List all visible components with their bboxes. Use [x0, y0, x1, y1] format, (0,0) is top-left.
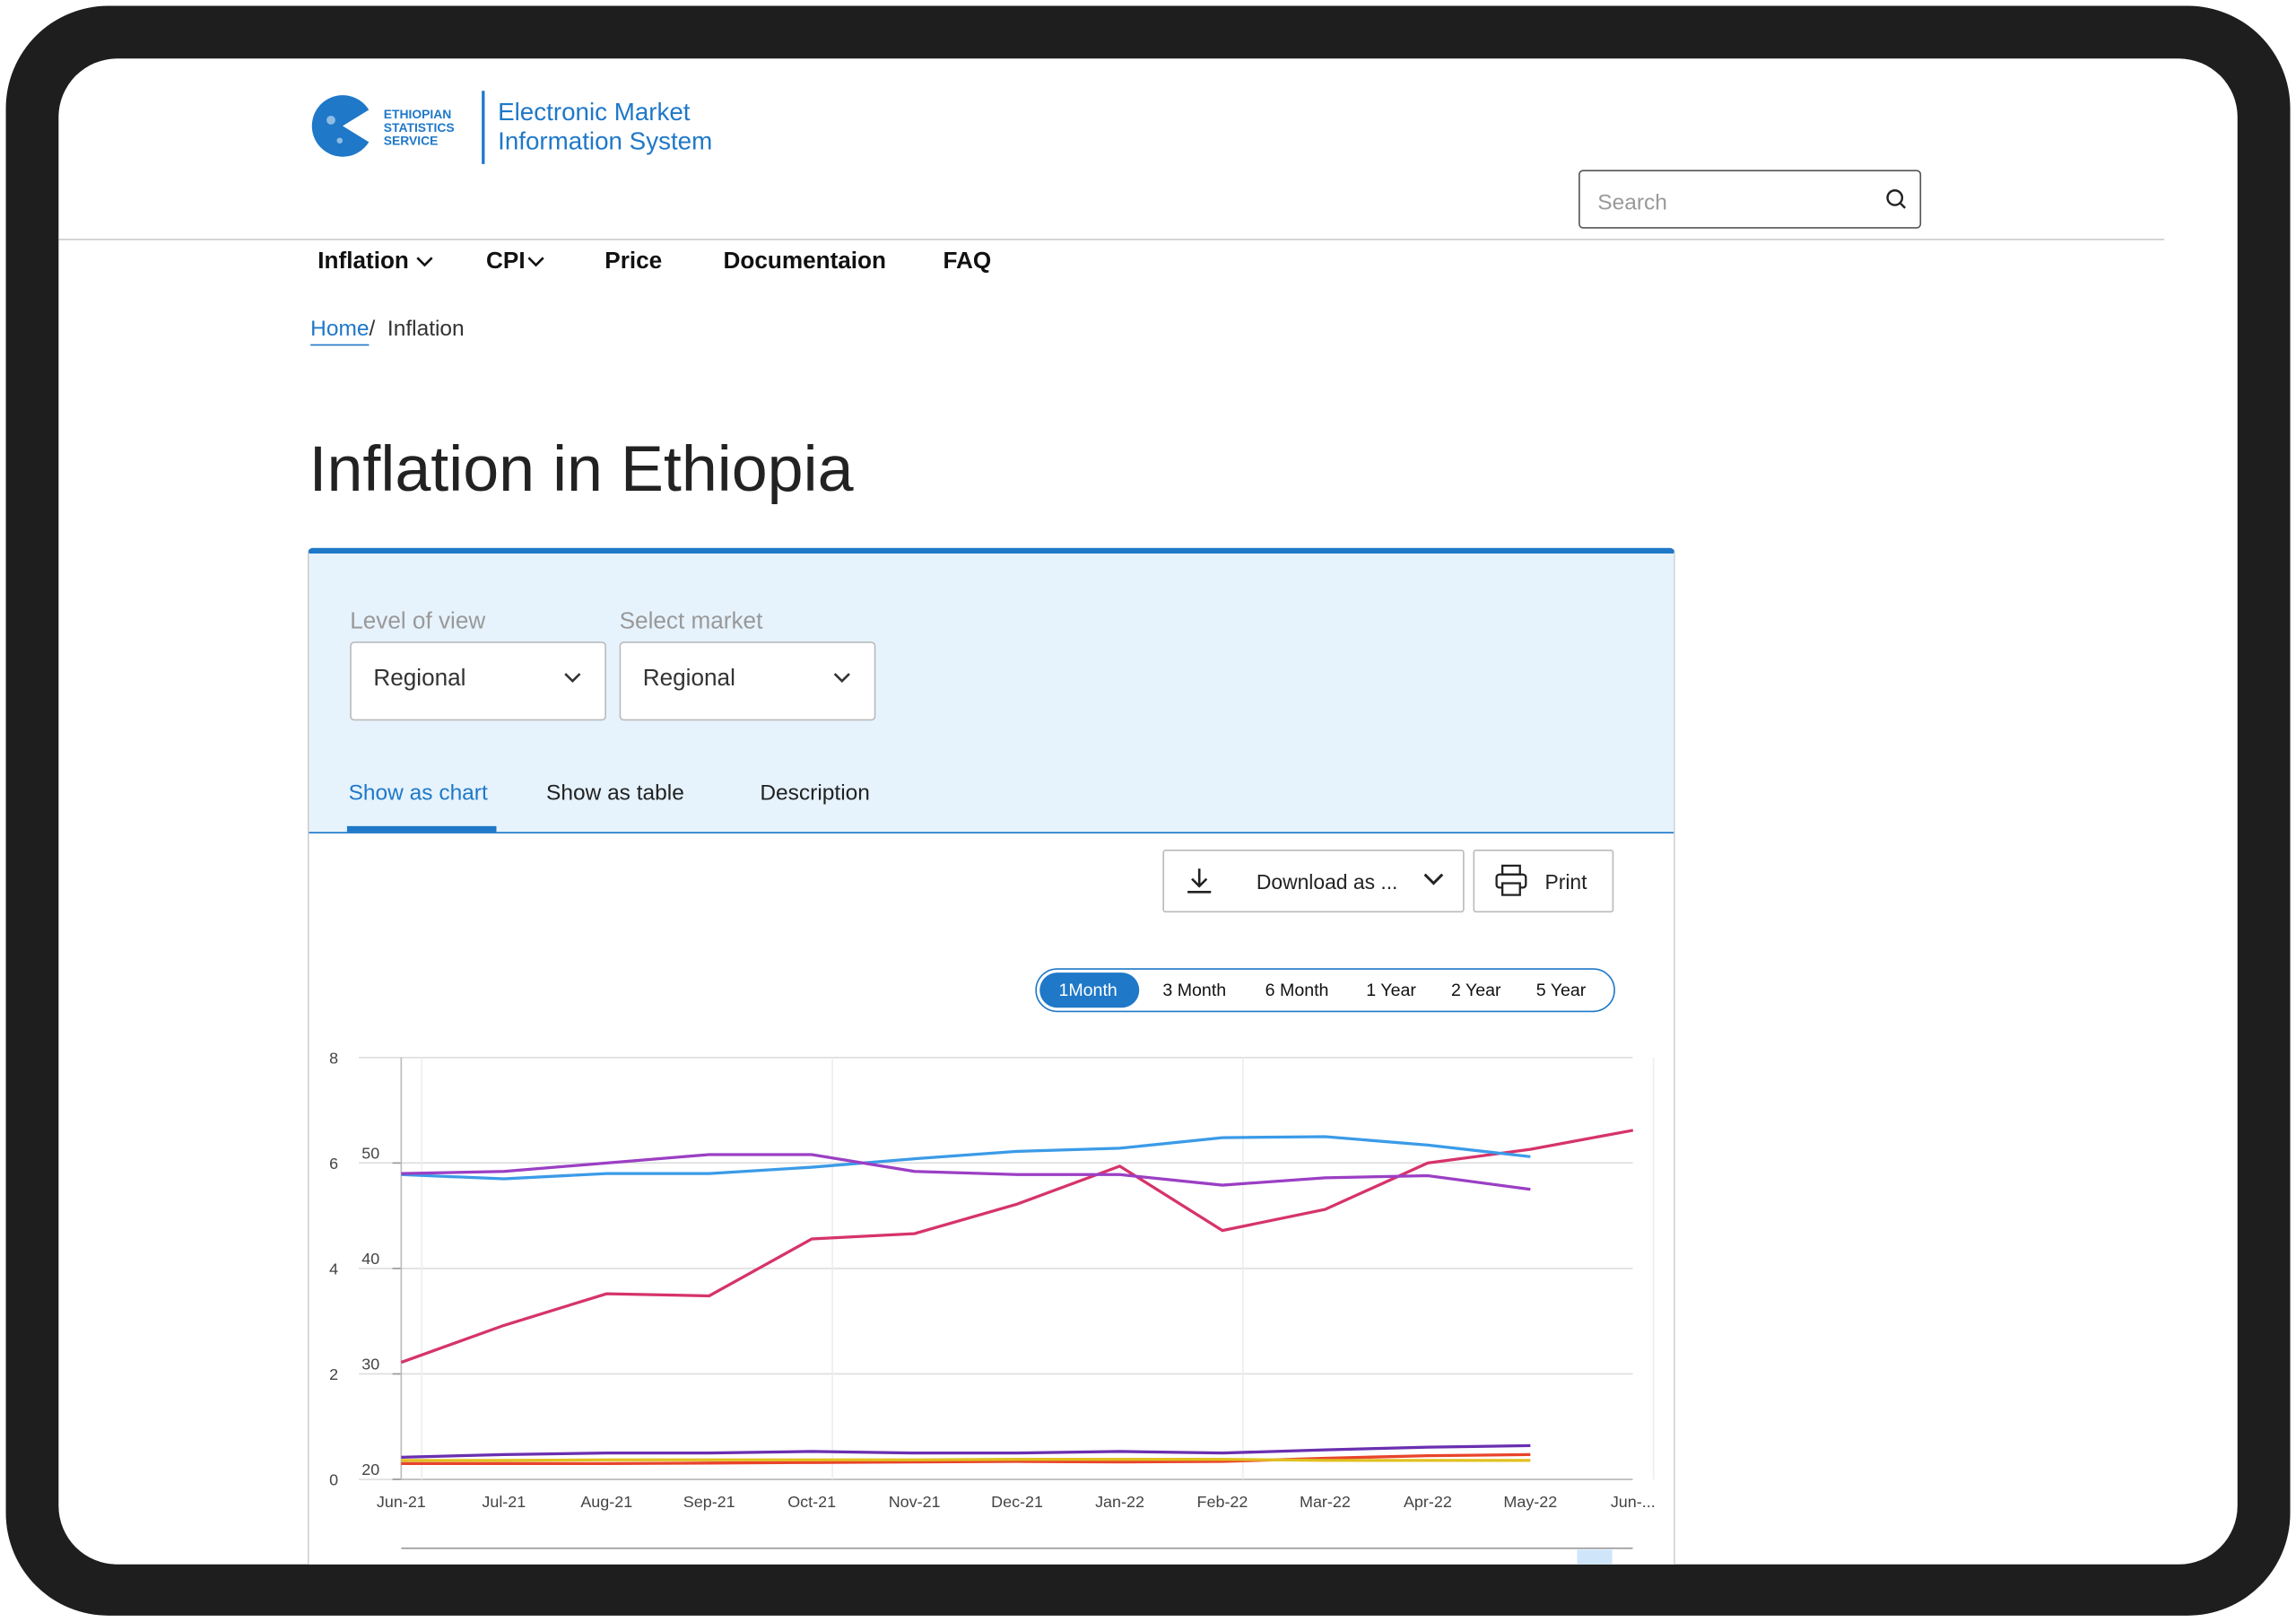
- site-title-line: Information System: [498, 127, 713, 156]
- series-line: [401, 1135, 1531, 1181]
- scrollbar-thumb: [1577, 1549, 1613, 1565]
- search-box[interactable]: Search: [1578, 170, 1922, 229]
- download-icon: [1187, 868, 1212, 894]
- chart: 0 2 4 6 8 20 30 40 50 Jun-21 Jul-21 Aug-21 Sep-21 Oct…: [329, 1049, 1656, 1565]
- tab-active[interactable]: Show as chart: [348, 780, 488, 806]
- tab-indicator: [346, 825, 497, 833]
- chart-card: Level of view Regional Select market Reg…: [307, 547, 1675, 1565]
- breadcrumb-current: Inflation: [387, 316, 465, 342]
- tab[interactable]: Description: [760, 780, 870, 806]
- y2-tick-label: 40: [361, 1250, 379, 1268]
- chevron: [564, 673, 581, 684]
- series-line: [400, 1129, 1634, 1365]
- range-active-bg: [1039, 972, 1140, 1008]
- x-tick-label: Nov-21: [889, 1493, 941, 1511]
- range-button[interactable]: 3 Month: [1162, 980, 1227, 1001]
- print-label: Print: [1544, 869, 1587, 894]
- series-line: [401, 1452, 1531, 1466]
- dropdown[interactable]: Regional: [350, 641, 606, 721]
- logo-line: ETHIOPIAN: [383, 107, 452, 122]
- y-tick-label: 6: [329, 1155, 338, 1173]
- x-tick-label: Dec-21: [991, 1493, 1043, 1511]
- nav-item[interactable]: Documentaion: [723, 249, 886, 275]
- x-tick-label: Apr-22: [1404, 1493, 1452, 1511]
- tab[interactable]: Show as table: [545, 780, 684, 806]
- breadcrumb-separator: /: [369, 316, 376, 342]
- download-button[interactable]: Download as ...: [1162, 849, 1465, 913]
- series-line: [401, 1458, 1531, 1462]
- site-title: Electronic Market Information System: [498, 98, 712, 156]
- nav-label: Inflation: [317, 249, 409, 275]
- filter-label: Level of view: [350, 609, 486, 634]
- dropdown-value: Regional: [642, 666, 735, 692]
- y-tick-label: 2: [329, 1365, 338, 1383]
- download-label: Download as ...: [1256, 869, 1398, 894]
- chevron: [833, 673, 850, 684]
- y2-tick-label: 50: [361, 1144, 379, 1162]
- x-tick-label: Oct-21: [787, 1493, 836, 1511]
- x-tick-label: Jan-22: [1095, 1493, 1144, 1511]
- y2-tick-label: 30: [361, 1356, 379, 1373]
- logo-line: STATISTICS: [383, 119, 455, 135]
- y-tick-label: 4: [329, 1260, 338, 1278]
- print-icon: [1495, 864, 1527, 896]
- nav-label: CPI: [486, 249, 526, 275]
- dropdown-value: Regional: [373, 666, 466, 692]
- nav-item[interactable]: Inflation: [317, 249, 433, 275]
- x-tick-label: Jun-21: [377, 1493, 426, 1511]
- page-title: Inflation in Ethiopia: [309, 433, 854, 506]
- chevron: [415, 257, 433, 267]
- logo-divider: [482, 91, 485, 164]
- x-tick-label: Jun-...: [1611, 1493, 1656, 1511]
- search-icon: [1886, 189, 1907, 209]
- breadcrumb-link[interactable]: Home: [310, 316, 369, 346]
- series-line: [401, 1443, 1531, 1459]
- dropdown[interactable]: Regional: [619, 641, 876, 721]
- logo-line: SERVICE: [383, 133, 439, 148]
- range-button[interactable]: 1Month: [1058, 980, 1118, 1001]
- range-button[interactable]: 2 Year: [1451, 980, 1501, 1001]
- series-line: [401, 1153, 1531, 1191]
- range-button[interactable]: 6 Month: [1265, 980, 1329, 1001]
- screen: ETHIOPIAN STATISTICS SERVICE Electronic …: [58, 58, 2238, 1565]
- nav-item[interactable]: CPI: [486, 249, 545, 275]
- nav-item[interactable]: FAQ: [943, 249, 992, 275]
- filter-label: Select market: [619, 609, 763, 634]
- breadcrumb: Home/ Inflation: [310, 316, 465, 346]
- x-tick-label: Sep-21: [683, 1493, 735, 1511]
- x-tick-label: Feb-22: [1197, 1493, 1248, 1511]
- x-tick-label: May-22: [1503, 1493, 1557, 1511]
- y-tick-label: 8: [329, 1049, 338, 1067]
- x-tick-label: Aug-21: [580, 1493, 632, 1511]
- x-tick-label: Jul-21: [482, 1493, 526, 1511]
- logo-text: ETHIOPIAN STATISTICS SERVICE: [383, 107, 455, 148]
- logo-icon: [311, 95, 381, 157]
- site-title-line: Electronic Market: [498, 98, 691, 126]
- header-rule: [58, 239, 2165, 240]
- range-button[interactable]: 5 Year: [1535, 980, 1587, 1001]
- print-button[interactable]: Print: [1473, 849, 1614, 913]
- chevron: [526, 257, 544, 267]
- y-tick-label: 0: [329, 1471, 338, 1489]
- x-tick-label: Mar-22: [1300, 1493, 1351, 1511]
- y2-tick-label: 20: [361, 1461, 379, 1478]
- search-placeholder: Search: [1597, 190, 1667, 216]
- nav-item[interactable]: Price: [604, 249, 663, 275]
- chevron: [1423, 873, 1444, 885]
- range-button[interactable]: 1 Year: [1366, 980, 1416, 1001]
- range-group: [1035, 968, 1615, 1013]
